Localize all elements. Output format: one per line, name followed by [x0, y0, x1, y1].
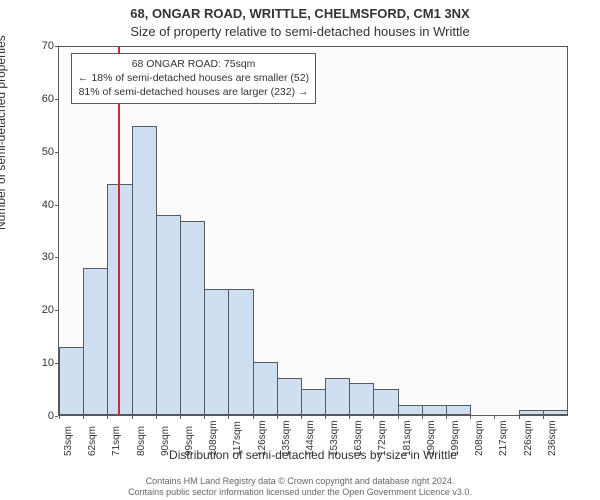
y-tick-label: 20	[42, 304, 54, 316]
x-tick-mark	[325, 416, 326, 419]
y-tick-mark	[55, 99, 58, 100]
x-tick-mark	[543, 416, 544, 419]
y-axis-label: Number of semi-detached properties	[0, 35, 8, 230]
plot-area: 68 ONGAR ROAD: 75sqm ← 18% of semi-detac…	[58, 46, 568, 416]
x-tick-label: 217sqm	[498, 420, 509, 456]
histogram-bar	[228, 289, 253, 415]
x-tick-label: 53sqm	[63, 426, 74, 456]
x-tick-label: 99sqm	[184, 426, 195, 456]
x-tick-mark	[83, 416, 84, 419]
histogram-bar	[373, 389, 398, 415]
histogram-bar	[398, 405, 423, 416]
x-tick-mark	[446, 416, 447, 419]
y-tick-label: 40	[42, 199, 54, 211]
y-tick-mark	[55, 363, 58, 364]
x-tick-mark	[59, 416, 60, 419]
x-tick-label: 144sqm	[305, 420, 316, 456]
histogram-bar	[132, 126, 157, 415]
x-tick-label: 181sqm	[402, 420, 413, 456]
footer-line-1: Contains HM Land Registry data © Crown c…	[0, 476, 600, 487]
x-tick-mark	[470, 416, 471, 419]
histogram-bar	[301, 389, 326, 415]
x-tick-label: 226sqm	[523, 420, 534, 456]
y-tick-label: 50	[42, 146, 54, 158]
x-tick-mark	[373, 416, 374, 419]
x-tick-mark	[107, 416, 108, 419]
x-tick-mark	[422, 416, 423, 419]
x-tick-label: 190sqm	[426, 420, 437, 456]
x-tick-label: 236sqm	[547, 420, 558, 456]
y-tick-mark	[55, 152, 58, 153]
y-tick-mark	[55, 257, 58, 258]
annotation-line-3: 81% of semi-detached houses are larger (…	[78, 85, 309, 99]
x-tick-label: 117sqm	[232, 421, 243, 456]
y-tick-mark	[55, 310, 58, 311]
histogram-bar	[253, 362, 278, 415]
x-tick-mark	[277, 416, 278, 419]
x-tick-label: 208sqm	[474, 420, 485, 456]
x-tick-mark	[132, 416, 133, 419]
annotation-box: 68 ONGAR ROAD: 75sqm ← 18% of semi-detac…	[71, 53, 316, 104]
x-tick-label: 199sqm	[450, 420, 461, 456]
y-tick-label: 70	[42, 40, 54, 52]
histogram-bar	[204, 289, 229, 415]
histogram-bar	[543, 410, 568, 415]
x-tick-mark	[519, 416, 520, 419]
x-tick-mark	[204, 416, 205, 419]
y-tick-mark	[55, 205, 58, 206]
footer-attribution: Contains HM Land Registry data © Crown c…	[0, 476, 600, 499]
x-tick-label: 90sqm	[160, 426, 171, 456]
histogram-bar	[59, 347, 84, 415]
x-tick-label: 163sqm	[353, 420, 364, 456]
chart-container: 68, ONGAR ROAD, WRITTLE, CHELMSFORD, CM1…	[0, 0, 600, 500]
histogram-bar	[349, 383, 374, 415]
x-tick-label: 80sqm	[136, 426, 147, 456]
chart-title-address: 68, ONGAR ROAD, WRITTLE, CHELMSFORD, CM1…	[0, 6, 600, 21]
y-tick-label: 60	[42, 93, 54, 105]
histogram-bar	[156, 215, 181, 415]
x-tick-label: 71sqm	[111, 426, 122, 456]
y-tick-label: 0	[48, 410, 54, 422]
y-tick-label: 10	[42, 357, 54, 369]
x-tick-mark	[180, 416, 181, 419]
chart-title-desc: Size of property relative to semi-detach…	[0, 24, 600, 39]
x-tick-mark	[228, 416, 229, 419]
histogram-bar	[277, 378, 302, 415]
x-tick-label: 135sqm	[281, 420, 292, 456]
annotation-line-1: 68 ONGAR ROAD: 75sqm	[78, 57, 309, 71]
x-tick-mark	[349, 416, 350, 419]
footer-line-2: Contains public sector information licen…	[0, 487, 600, 498]
x-tick-label: 62sqm	[87, 426, 98, 456]
y-tick-mark	[55, 416, 58, 417]
x-tick-label: 172sqm	[377, 420, 388, 456]
histogram-bar	[180, 221, 205, 416]
x-tick-label: 153sqm	[329, 420, 340, 456]
x-tick-mark	[398, 416, 399, 419]
x-tick-mark	[494, 416, 495, 419]
histogram-bar	[83, 268, 108, 415]
histogram-bar	[325, 378, 350, 415]
histogram-bar	[446, 405, 471, 416]
x-tick-label: 126sqm	[257, 420, 268, 456]
annotation-line-2: ← 18% of semi-detached houses are smalle…	[78, 71, 309, 85]
x-tick-mark	[301, 416, 302, 419]
x-tick-label: 108sqm	[208, 420, 219, 456]
y-tick-label: 30	[42, 251, 54, 263]
histogram-bar	[422, 405, 447, 416]
x-tick-mark	[253, 416, 254, 419]
x-tick-mark	[156, 416, 157, 419]
histogram-bar	[519, 410, 544, 415]
y-tick-mark	[55, 46, 58, 47]
